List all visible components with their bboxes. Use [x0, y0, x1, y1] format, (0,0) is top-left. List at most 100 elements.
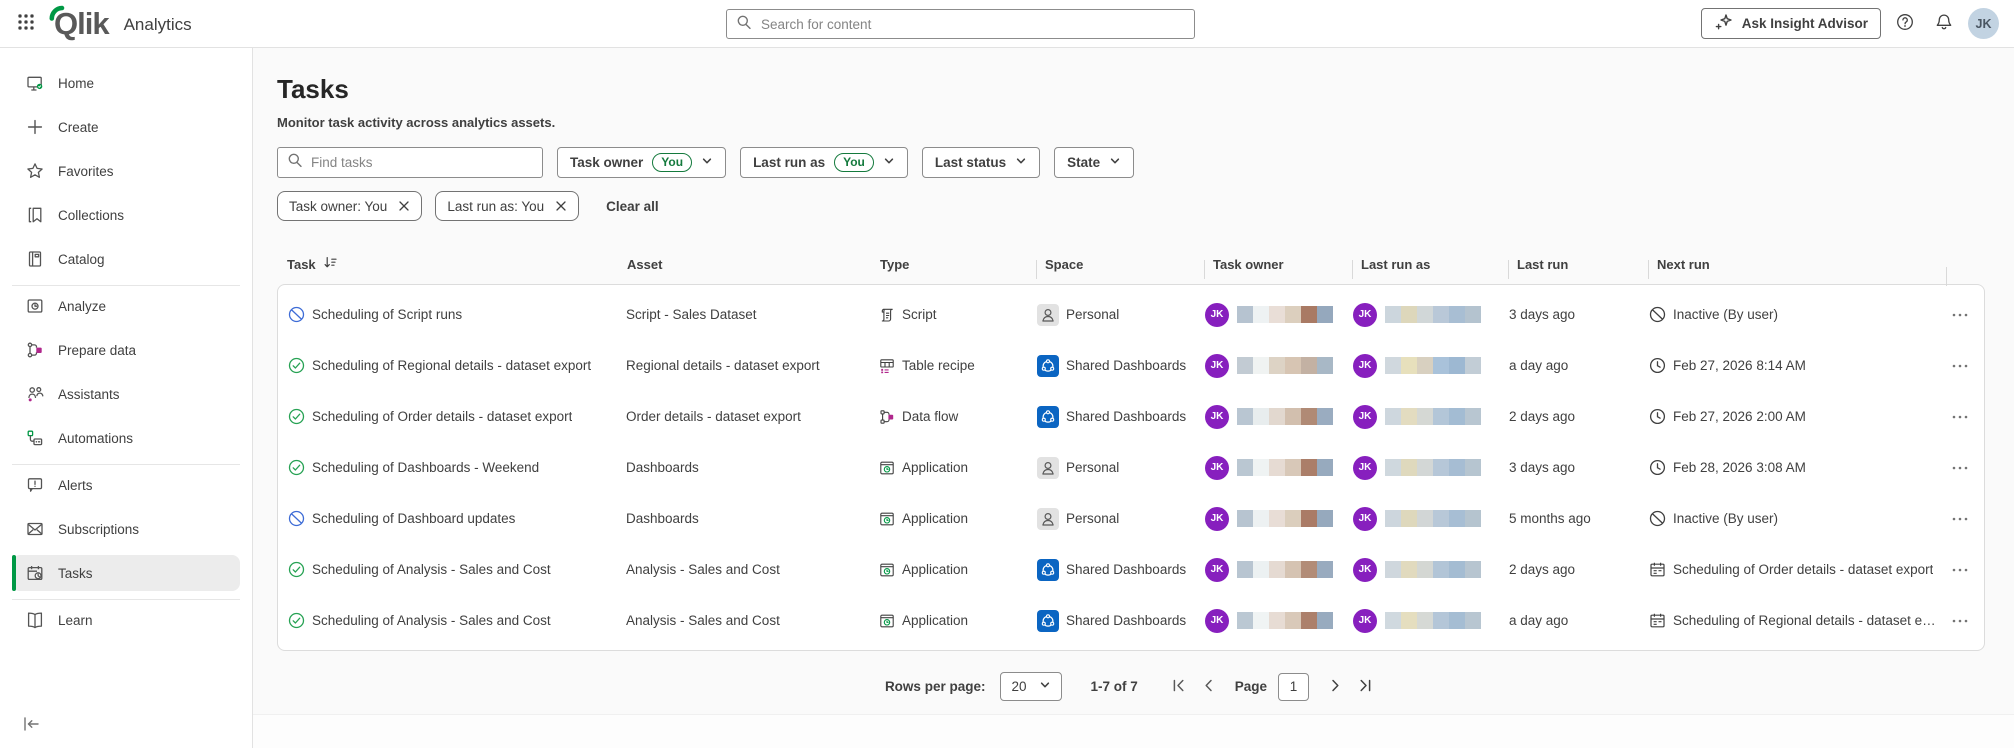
- space-label: Personal: [1066, 511, 1120, 526]
- first-page-button[interactable]: [1167, 675, 1191, 699]
- sidebar-item-automations[interactable]: Automations: [12, 420, 240, 456]
- last-run-as-avatar: JK: [1353, 404, 1377, 429]
- check-circle-icon: [288, 459, 305, 476]
- task-owner-name-redacted: [1237, 510, 1333, 527]
- filter-dropdown-state[interactable]: State: [1054, 147, 1135, 178]
- next-run-value: Scheduling of Regional details - dataset…: [1673, 613, 1936, 628]
- check-circle-icon: [288, 561, 305, 578]
- table-row[interactable]: Scheduling of Dashboards - Weekend Dashbo…: [278, 442, 1984, 493]
- last-run-as-avatar: JK: [1353, 302, 1377, 327]
- last-run-value: 3 days ago: [1509, 460, 1576, 475]
- column-header-last-run-as[interactable]: Last run as: [1352, 257, 1508, 279]
- task-name[interactable]: Scheduling of Dashboards - Weekend: [312, 460, 540, 475]
- previous-page-button[interactable]: [1197, 675, 1221, 699]
- app-launcher-button[interactable]: [12, 10, 40, 38]
- filter-dropdown-last-status[interactable]: Last status: [921, 147, 1041, 178]
- sidebar-item-favorites[interactable]: Favorites: [12, 153, 240, 189]
- table-row[interactable]: Scheduling of Script runs Script - Sales …: [278, 289, 1984, 340]
- sidebar-item-tasks[interactable]: Tasks: [12, 555, 240, 591]
- row-menu-button[interactable]: [1947, 559, 1973, 581]
- sidebar-item-alerts[interactable]: Alerts: [12, 467, 240, 503]
- sidebar-item-home[interactable]: Home: [12, 65, 240, 101]
- personal-space-icon: [1037, 303, 1059, 326]
- asset-name: Script - Sales Dataset: [626, 307, 757, 322]
- close-icon[interactable]: [555, 200, 567, 212]
- notifications-button[interactable]: [1929, 9, 1959, 39]
- data-flow-icon: [879, 409, 895, 425]
- table-row[interactable]: Scheduling of Dashboard updates Dashboard…: [278, 493, 1984, 544]
- qlik-logo: Qlik Analytics: [49, 5, 192, 39]
- star-icon: [25, 161, 45, 181]
- sidebar-item-assistants[interactable]: Assistants: [12, 376, 240, 412]
- last-page-button[interactable]: [1353, 675, 1377, 699]
- close-icon[interactable]: [398, 200, 410, 212]
- filter-dropdown-last-run-as[interactable]: Last run as You: [740, 147, 908, 178]
- row-menu-button[interactable]: [1947, 406, 1973, 428]
- rows-per-page-select[interactable]: 20: [1000, 672, 1062, 701]
- shared-space-icon: [1037, 558, 1059, 581]
- sidebar-item-subscriptions[interactable]: Subscriptions: [12, 511, 240, 547]
- filter-dropdowns: Task owner You Last run as You Last status St…: [557, 147, 1135, 178]
- sidebar-item-analyze[interactable]: Analyze: [12, 288, 240, 324]
- find-tasks-box[interactable]: [277, 147, 543, 178]
- table-row[interactable]: Scheduling of Order details - dataset ex…: [278, 391, 1984, 442]
- task-name[interactable]: Scheduling of Dashboard updates: [312, 511, 516, 526]
- row-menu-button[interactable]: [1947, 304, 1973, 326]
- column-header-last-run[interactable]: Last run: [1508, 257, 1648, 279]
- table-row[interactable]: Scheduling of Analysis - Sales and Cost A…: [278, 595, 1984, 646]
- check-circle-icon: [288, 408, 305, 425]
- task-name[interactable]: Scheduling of Order details - dataset ex…: [312, 409, 573, 424]
- column-header-space[interactable]: Space: [1036, 257, 1204, 279]
- user-avatar[interactable]: JK: [1968, 8, 1999, 39]
- ask-insight-advisor-button[interactable]: Ask Insight Advisor: [1700, 8, 1881, 39]
- next-page-button[interactable]: [1323, 675, 1347, 699]
- space-label: Personal: [1066, 307, 1120, 322]
- search-input[interactable]: [761, 16, 1185, 32]
- last-run-as-avatar: JK: [1353, 608, 1377, 633]
- row-menu-button[interactable]: [1947, 508, 1973, 530]
- app-header: Qlik Analytics Ask Insight Advisor JK: [0, 0, 2014, 48]
- app-name: Analytics: [123, 15, 192, 34]
- column-header-task[interactable]: Task: [277, 255, 625, 273]
- task-name[interactable]: Scheduling of Analysis - Sales and Cost: [312, 613, 551, 628]
- collapse-icon: [22, 716, 41, 734]
- task-name[interactable]: Scheduling of Regional details - dataset…: [312, 358, 592, 373]
- sidebar-item-learn[interactable]: Learn: [12, 602, 240, 638]
- column-header-next-run[interactable]: Next run: [1648, 257, 1946, 279]
- row-menu-button[interactable]: [1947, 457, 1973, 479]
- table-row[interactable]: Scheduling of Regional details - dataset…: [278, 340, 1984, 391]
- task-name[interactable]: Scheduling of Script runs: [312, 307, 463, 322]
- check-circle-icon: [288, 612, 305, 629]
- task-name[interactable]: Scheduling of Analysis - Sales and Cost: [312, 562, 551, 577]
- column-header-task-owner[interactable]: Task owner: [1204, 257, 1352, 279]
- sidebar-item-prepare-data[interactable]: Prepare data: [12, 332, 240, 368]
- page-number-input[interactable]: [1278, 672, 1310, 701]
- sidebar-item-catalog[interactable]: Catalog: [12, 241, 240, 277]
- row-menu-button[interactable]: [1947, 355, 1973, 377]
- application-icon: [879, 511, 895, 527]
- filter-chip-task-owner-you[interactable]: Task owner: You: [277, 191, 423, 221]
- sidebar-collapse-button[interactable]: [22, 714, 50, 736]
- table-row[interactable]: Scheduling of Analysis - Sales and Cost A…: [278, 544, 1984, 595]
- column-label: Type: [880, 256, 910, 272]
- clear-all-button[interactable]: Clear all: [606, 198, 659, 214]
- inactive-gray-icon: [1649, 306, 1666, 323]
- find-tasks-input[interactable]: [311, 155, 533, 170]
- row-menu-button[interactable]: [1947, 610, 1973, 632]
- column-header-asset[interactable]: Asset: [625, 257, 878, 272]
- help-button[interactable]: [1890, 9, 1920, 39]
- filter-chip-last-run-as-you[interactable]: Last run as: You: [435, 191, 580, 221]
- next-run-value: Scheduling of Order details - dataset ex…: [1673, 562, 1934, 577]
- column-header-type[interactable]: Type: [878, 257, 1036, 272]
- filter-dropdown-task-owner[interactable]: Task owner You: [557, 147, 727, 178]
- chevron-down-icon: [883, 155, 895, 170]
- sidebar-divider: [12, 464, 240, 465]
- sidebar-item-collections[interactable]: Collections: [12, 197, 240, 233]
- sort-descending-icon[interactable]: [323, 255, 338, 273]
- sidebar-item-label: Create: [58, 119, 99, 135]
- sidebar-item-create[interactable]: Create: [12, 109, 240, 145]
- task-owner-avatar: JK: [1205, 557, 1229, 582]
- global-search[interactable]: [726, 9, 1195, 39]
- next-run-value: Feb 27, 2026 2:00 AM: [1673, 409, 1806, 424]
- home-icon: [25, 73, 45, 93]
